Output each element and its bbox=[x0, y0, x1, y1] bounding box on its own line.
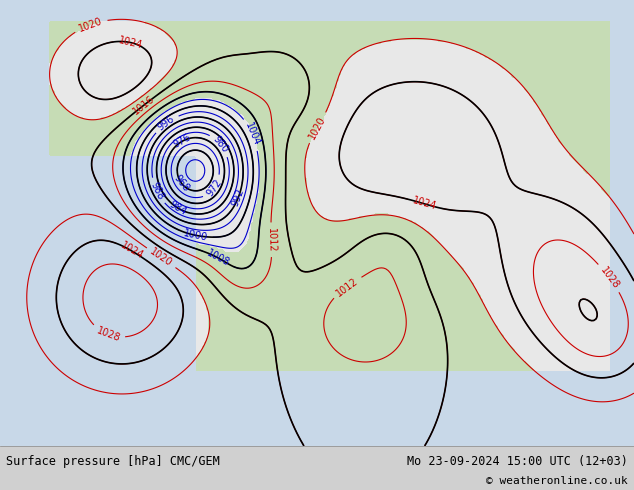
Text: 1024: 1024 bbox=[119, 241, 145, 262]
Text: 988: 988 bbox=[148, 181, 165, 201]
Text: 976: 976 bbox=[172, 132, 193, 150]
Text: 980: 980 bbox=[211, 134, 230, 155]
Text: 1028: 1028 bbox=[598, 265, 621, 291]
Text: 1024: 1024 bbox=[117, 35, 144, 50]
Text: 1020: 1020 bbox=[77, 16, 104, 34]
Text: 1000: 1000 bbox=[183, 228, 209, 243]
Text: 1004: 1004 bbox=[243, 121, 262, 147]
Text: 1020: 1020 bbox=[148, 247, 174, 269]
Text: 1024: 1024 bbox=[411, 196, 438, 212]
Text: Surface pressure [hPa] CMC/GEM: Surface pressure [hPa] CMC/GEM bbox=[6, 455, 220, 468]
Text: 1020: 1020 bbox=[307, 115, 328, 141]
Text: 1012: 1012 bbox=[266, 227, 276, 252]
Text: Mo 23-09-2024 15:00 UTC (12+03): Mo 23-09-2024 15:00 UTC (12+03) bbox=[407, 455, 628, 468]
Text: 1028: 1028 bbox=[95, 325, 122, 343]
Text: 1008: 1008 bbox=[205, 248, 231, 268]
Text: 1016: 1016 bbox=[131, 94, 157, 117]
Text: 996: 996 bbox=[156, 114, 177, 133]
Text: © weatheronline.co.uk: © weatheronline.co.uk bbox=[486, 476, 628, 486]
Text: 992: 992 bbox=[230, 187, 247, 208]
Text: 984: 984 bbox=[167, 199, 188, 217]
Text: 1012: 1012 bbox=[334, 275, 360, 298]
Text: 972: 972 bbox=[205, 177, 224, 198]
Text: 968: 968 bbox=[172, 173, 191, 194]
